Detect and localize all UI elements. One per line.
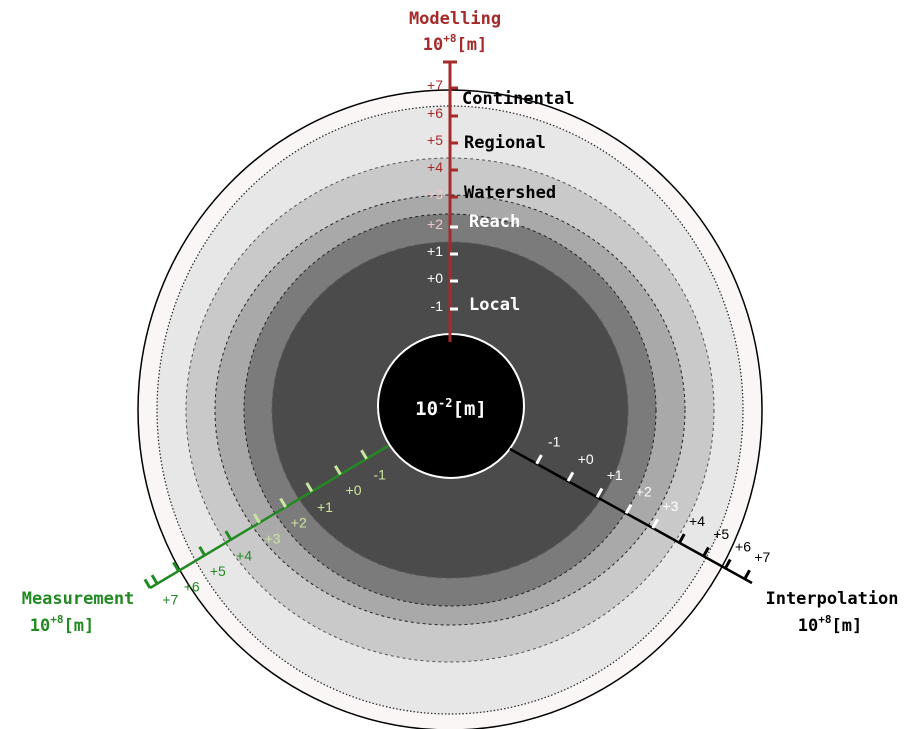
measurement-tick-label: +5 <box>210 563 226 579</box>
interpolation-axis-line <box>509 447 753 585</box>
interpolation-tick-label: +0 <box>578 451 594 467</box>
scale-label-regional: Regional <box>464 133 546 153</box>
measurement-unit-text: [m] <box>64 616 95 636</box>
measurement-axis: -1 +0 +1 +2 +3 +4 +5 +6 +7 Measurement 10+8[m] <box>22 444 389 636</box>
interpolation-tick-label: +5 <box>713 526 729 542</box>
interpolation-unit-base: 10 <box>798 616 818 636</box>
measurement-unit: 10+8[m] <box>30 613 94 636</box>
center-label-base: 10 <box>415 398 438 420</box>
measurement-axis-cap <box>143 578 152 589</box>
modelling-tick-label: +1 <box>427 243 443 259</box>
scale-label-watershed: Watershed <box>464 183 556 203</box>
modelling-axis: -1 +0 +1 +2 +3 +4 +5 +6 +7 Modelling 10+8[m] <box>409 9 501 342</box>
modelling-title: Modelling <box>409 9 501 29</box>
interpolation-tick-mark <box>724 558 732 569</box>
interpolation-tick-mark <box>702 546 710 557</box>
modelling-tick-label: +4 <box>427 159 443 175</box>
measurement-tick-label: +6 <box>184 579 200 595</box>
scale-label-local: Local <box>469 295 520 315</box>
measurement-tick-label: +2 <box>291 515 307 531</box>
interpolation-tick-mark <box>678 533 686 544</box>
scale-label-reach: Reach <box>469 212 520 232</box>
interpolation-tick-mark <box>651 518 659 529</box>
interpolation-tick-label: +7 <box>754 549 770 565</box>
measurement-unit-exp: +8 <box>50 613 63 626</box>
measurement-tick-mark <box>253 513 261 524</box>
interpolation-unit-exp: +8 <box>818 613 831 626</box>
interpolation-tick-mark <box>595 487 604 498</box>
measurement-tick-label: +7 <box>162 591 178 607</box>
measurement-ticks: -1 +0 +1 +2 +3 +4 +5 +6 +7 <box>143 449 386 607</box>
modelling-unit-text: [m] <box>457 35 488 55</box>
interpolation-tick-label: +4 <box>689 513 705 529</box>
modelling-tick-label: +0 <box>427 270 443 286</box>
scale-label-continental: Continental <box>462 89 575 109</box>
center-label: 10-2[m] <box>415 396 487 420</box>
measurement-tick-mark <box>360 449 368 460</box>
center-label-exp: -2 <box>438 396 452 410</box>
measurement-tick-mark <box>224 530 233 541</box>
modelling-tick-label: +2 <box>427 216 443 232</box>
measurement-tick-label: -1 <box>373 466 386 482</box>
measurement-tick-mark <box>305 482 314 493</box>
interpolation-tick-label: -1 <box>548 434 561 450</box>
center-label-unit: [m] <box>453 398 487 420</box>
measurement-title: Measurement <box>22 589 135 609</box>
measurement-tick-mark <box>172 561 180 572</box>
measurement-tick-mark <box>150 574 159 585</box>
interpolation-axis: -1 +0 +1 +2 +3 +4 +5 +6+7 Interpolation 10+8[m] <box>509 434 899 636</box>
measurement-tick-mark <box>279 497 287 508</box>
interpolation-tick-label: +2 <box>636 483 652 499</box>
measurement-tick-mark <box>198 545 207 557</box>
modelling-tick-label: +7 <box>427 77 443 93</box>
interpolation-tick-mark <box>535 454 543 465</box>
rings <box>137 89 763 729</box>
interpolation-unit: 10+8[m] <box>798 613 862 636</box>
scale-labels: Continental Regional Watershed Reach Loc… <box>462 89 575 315</box>
interpolation-tick-label: +1 <box>607 467 623 483</box>
interpolation-ticks: -1 +0 +1 +2 +3 +4 +5 +6+7 <box>535 434 771 580</box>
measurement-tick-label: +0 <box>346 482 362 498</box>
measurement-tick-label: +1 <box>317 499 333 515</box>
modelling-ticks: -1 +0 +1 +2 +3 +4 +5 +6 +7 <box>427 77 458 314</box>
measurement-tick-label: +4 <box>236 547 252 563</box>
modelling-tick-label: +6 <box>427 105 443 121</box>
interpolation-tick-label: +6 <box>735 538 751 554</box>
interpolation-tick-mark <box>624 503 633 515</box>
interpolation-tick-label: +3 <box>662 498 678 514</box>
measurement-unit-base: 10 <box>30 616 50 636</box>
modelling-tick-label: +5 <box>427 132 443 148</box>
modelling-tick-label: -1 <box>431 298 444 314</box>
measurement-axis-line <box>149 444 389 590</box>
interpolation-tick-mark <box>566 471 575 482</box>
interpolation-unit-text: [m] <box>832 616 863 636</box>
modelling-unit-base: 10 <box>423 35 443 55</box>
interpolation-tick-mark <box>743 569 751 580</box>
measurement-tick-mark <box>333 465 342 476</box>
modelling-unit-exp: +8 <box>443 32 456 45</box>
modelling-unit: 10+8[m] <box>423 32 487 55</box>
measurement-tick-label: +3 <box>265 530 281 546</box>
modelling-tick-label: +3 <box>427 186 443 202</box>
interpolation-title: Interpolation <box>765 589 898 609</box>
